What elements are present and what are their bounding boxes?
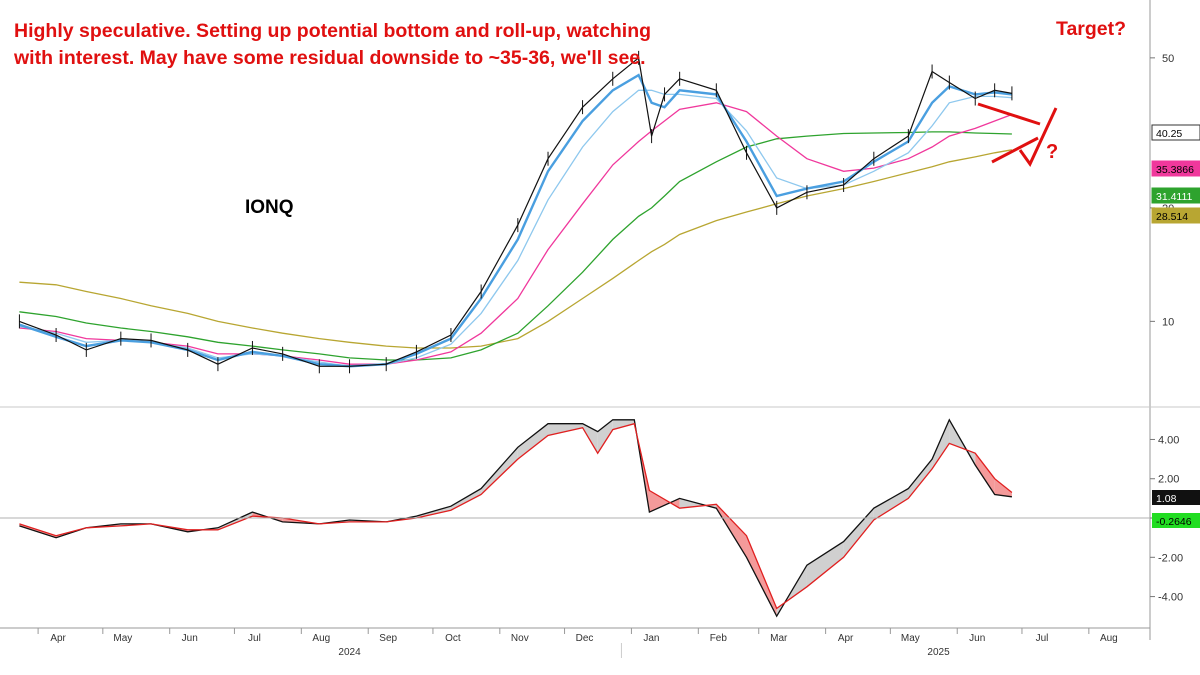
- oscillator-fill: [597, 419, 613, 454]
- price-series-line: [19, 89, 1012, 367]
- x-tick-label: Aug: [312, 633, 330, 644]
- price-last-value-box: [1151, 187, 1200, 204]
- chart-title: IONQ: [245, 197, 294, 218]
- osc-last-value-box: [1152, 490, 1200, 505]
- osc-tick-label: -4.00: [1158, 592, 1183, 604]
- oscillator-fill: [908, 459, 933, 499]
- oscillator-fill: [450, 488, 482, 511]
- oscillator-fill: [612, 419, 635, 430]
- oscillator-fill: [517, 423, 549, 460]
- oscillator-fill: [679, 498, 717, 509]
- x-tick-label: Apr: [838, 633, 854, 644]
- analyst-note: Highly speculative. Setting up potential…: [14, 20, 652, 69]
- price-series-line: [19, 73, 1013, 368]
- oscillator-fill: [548, 423, 583, 436]
- price-last-value-box: [1151, 124, 1200, 141]
- osc-tick-label: 4.00: [1158, 434, 1179, 446]
- osc-last-value-label: -0.2646: [1156, 516, 1192, 528]
- x-tick-label: Apr: [50, 633, 66, 644]
- osc-last-value-label: 1.08: [1156, 493, 1177, 505]
- osc-last-value-box: [1152, 513, 1200, 528]
- x-tick-label: Feb: [710, 633, 728, 644]
- x-tick-label: Jul: [1036, 633, 1049, 644]
- osc-tick-label: 2.00: [1158, 474, 1179, 486]
- oscillator-fill: [873, 488, 909, 520]
- x-tick-label: May: [901, 633, 920, 644]
- price-tick-label: 10: [1162, 316, 1174, 328]
- oscillator-fill: [843, 508, 874, 558]
- price-panel: [18, 50, 1013, 374]
- x-tick-label: Nov: [511, 633, 529, 644]
- x-tick-label: Jul: [248, 633, 261, 644]
- osc-tick-label: -2.00: [1158, 552, 1183, 564]
- oscillator-fill: [481, 447, 518, 495]
- x-tick-label: Jun: [969, 633, 985, 644]
- x-tick-label: May: [113, 633, 132, 644]
- oscillator-fill: [975, 453, 995, 495]
- x-tick-label: Aug: [1100, 633, 1118, 644]
- axes: 1020504.002.000.00-2.00-4.00AprMayJunJul…: [0, 0, 1200, 658]
- triangle-upper-line: [977, 102, 1041, 126]
- oscillator-fill: [932, 419, 950, 469]
- oscillator-fill: [649, 490, 680, 513]
- question-mark: ?: [1046, 141, 1058, 163]
- projection-arrow: [1018, 107, 1058, 167]
- oscillator-fill: [806, 541, 844, 587]
- year-label: 2024: [338, 647, 361, 658]
- price-last-value-box: [1151, 160, 1200, 177]
- x-tick-label: Jun: [182, 633, 198, 644]
- price-series-line: [19, 56, 1013, 367]
- oscillator-series-line: [19, 418, 1012, 618]
- price-tick-label: 50: [1162, 53, 1174, 65]
- price-series-line: [19, 102, 1013, 365]
- x-tick-label: Dec: [576, 633, 594, 644]
- price-last-value-label: 28.514: [1156, 211, 1188, 223]
- price-last-value-label: 31.4111: [1156, 191, 1193, 203]
- x-tick-label: Jan: [643, 633, 659, 644]
- oscillator-fill: [994, 478, 1012, 497]
- price-last-value-label: 35.3866: [1156, 164, 1194, 176]
- price-series-line: [19, 149, 1013, 349]
- x-tick-label: Oct: [445, 633, 461, 644]
- oscillator-fill: [746, 535, 777, 617]
- price-last-value-box: [1151, 207, 1200, 224]
- x-tick-label: Sep: [379, 633, 397, 644]
- triangle-lower-line: [991, 136, 1039, 164]
- price-last-value-label: 40.25: [1156, 128, 1182, 140]
- target-label: Target?: [1056, 18, 1127, 40]
- oscillator-series-line: [19, 422, 1013, 610]
- year-label: 2025: [927, 647, 950, 658]
- trend-drawings: ?: [977, 102, 1058, 167]
- price-series-line: [19, 131, 1012, 361]
- x-tick-label: Mar: [770, 633, 788, 644]
